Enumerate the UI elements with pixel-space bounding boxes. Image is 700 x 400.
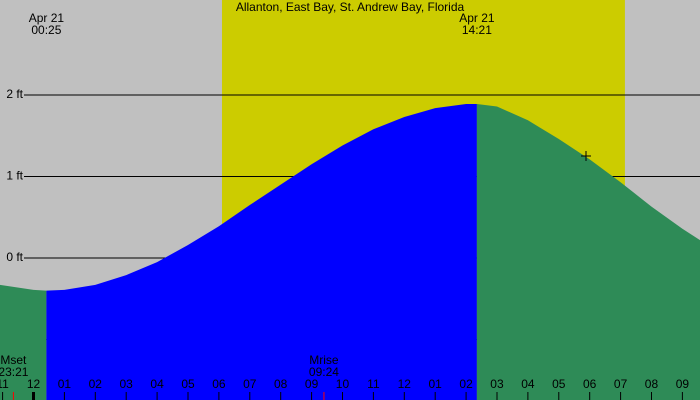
cursor <box>581 151 591 161</box>
y-tick-label: 2 ft <box>6 87 23 101</box>
extreme-time: 00:25 <box>31 23 61 37</box>
x-tick-label: 02 <box>89 377 103 391</box>
x-tick-label: 07 <box>614 377 628 391</box>
x-tick-label: 07 <box>243 377 257 391</box>
moon-label: Mrise <box>309 353 339 367</box>
x-tick-label: 05 <box>181 377 195 391</box>
y-tick-label: 1 ft <box>6 169 23 183</box>
x-tick-label: 11 <box>367 377 380 391</box>
x-tick-label: 09 <box>676 377 690 391</box>
tide-area <box>476 103 700 400</box>
x-tick-label: 01 <box>58 377 72 391</box>
y-tick-label: 0 ft <box>6 250 23 264</box>
tide-area <box>0 284 47 400</box>
x-tick-label: 06 <box>212 377 226 391</box>
extreme-date: Apr 21 <box>29 11 65 25</box>
x-tick-label: 06 <box>583 377 597 391</box>
x-tick-label: 02 <box>459 377 473 391</box>
x-tick-label: 08 <box>645 377 659 391</box>
x-tick-label: 04 <box>521 377 535 391</box>
extreme-time: 14:21 <box>462 23 492 37</box>
x-tick-label: 10 <box>336 377 350 391</box>
x-tick-label: 11 <box>0 377 9 391</box>
x-tick-label: 09 <box>305 377 319 391</box>
x-tick-label: 05 <box>552 377 566 391</box>
x-tick-label: 03 <box>490 377 504 391</box>
x-tick-label: 12 <box>27 377 41 391</box>
x-tick-label: 08 <box>274 377 288 391</box>
x-tick-label: 03 <box>120 377 134 391</box>
chart-title: Allanton, East Bay, St. Andrew Bay, Flor… <box>236 0 465 14</box>
extreme-date: Apr 21 <box>459 11 495 25</box>
tide-area <box>46 103 477 400</box>
x-tick-label: 01 <box>429 377 443 391</box>
x-tick-label: 12 <box>398 377 412 391</box>
moon-time: 23:21 <box>0 365 29 379</box>
moon-label: Mset <box>0 353 27 367</box>
x-tick-label: 04 <box>150 377 164 391</box>
moon-time: 09:24 <box>309 365 339 379</box>
